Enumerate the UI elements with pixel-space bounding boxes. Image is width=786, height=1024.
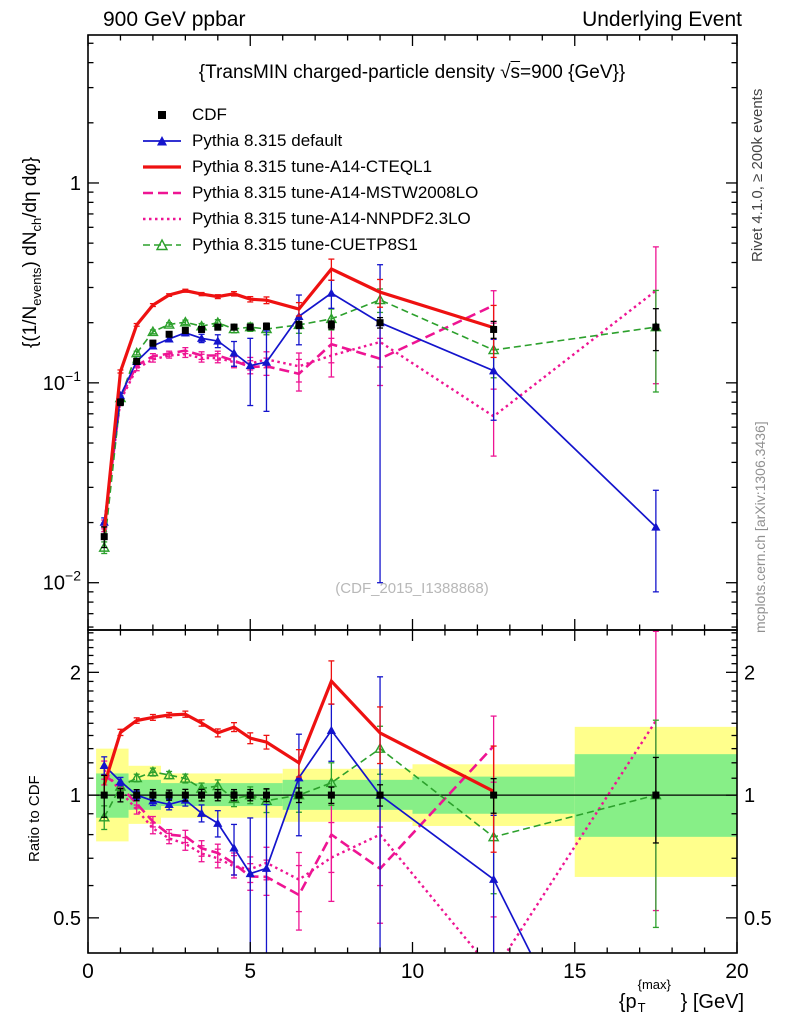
x-axis-label: {p {max} T } [GeV] — [618, 977, 744, 1015]
x-axis-label-part: } [GeV] — [680, 991, 744, 1013]
y-axis-label: {(1/Nevents) dNch/dη dφ} — [20, 157, 44, 348]
pythia-default-marker-icon — [143, 136, 181, 146]
a14-mstw2008lo-marker-icon — [143, 191, 181, 195]
legend-label: Pythia 8.315 tune-CUETP8S1 — [192, 235, 418, 254]
legend-label: Pythia 8.315 default — [192, 131, 343, 150]
cuetp8s1-marker-icon — [143, 238, 181, 251]
svg-text:1: 1 — [744, 785, 755, 807]
legend: CDF Pythia 8.315 default Pythia 8.315 tu… — [142, 102, 478, 258]
svg-text:20: 20 — [725, 960, 748, 983]
svg-text:2: 2 — [744, 662, 755, 684]
legend-item-a14-mstw2008lo: Pythia 8.315 tune-A14-MSTW2008LO — [142, 180, 478, 206]
svg-text:10: 10 — [401, 960, 424, 983]
y-axis-label-sub-ch: ch — [28, 217, 44, 232]
svg-text:0: 0 — [82, 960, 94, 983]
analysis-id-watermark: (CDF_2015_I1388868) — [335, 580, 489, 597]
a14-cteql1-marker-icon — [143, 165, 181, 169]
legend-label: Pythia 8.315 tune-A14-NNPDF2.3LO — [192, 209, 471, 228]
legend-item-cuetp8s1: Pythia 8.315 tune-CUETP8S1 — [142, 232, 478, 258]
ratio-axis-label: Ratio to CDF — [26, 775, 43, 862]
x-axis-label-sub: T — [637, 1000, 646, 1015]
rivet-version-label: Rivet 4.1.0, ≥ 200k events — [749, 88, 766, 262]
mcplots-credit-label: mcplots.cern.ch [arXiv:1306.3436] — [752, 421, 768, 633]
y-axis-label-sub-events: events — [28, 267, 44, 306]
y-axis-label-part: {(1/N — [20, 305, 41, 348]
plot-title-text: {TransMIN charged-particle density — [198, 62, 501, 83]
svg-text:0.5: 0.5 — [53, 908, 81, 930]
pt-max-scripts: {max} T — [637, 977, 681, 1015]
svg-text:1: 1 — [70, 173, 81, 195]
x-axis-label-sup: {max} — [637, 977, 671, 992]
svg-text:10−1: 10−1 — [43, 368, 81, 395]
svg-text:2: 2 — [70, 662, 81, 684]
legend-label: Pythia 8.315 tune-A14-CTEQL1 — [192, 157, 433, 176]
y-axis-label-part: /dη dφ} — [20, 156, 41, 218]
sqrt-s: s — [510, 62, 521, 83]
svg-text:10−2: 10−2 — [43, 568, 81, 595]
a14-nnpdf23lo-marker-icon — [143, 217, 181, 221]
svg-text:15: 15 — [563, 960, 586, 983]
y-axis-label-part: ) dN — [20, 231, 41, 268]
observable-group-label: Underlying Event — [582, 8, 742, 31]
svg-text:0.5: 0.5 — [744, 908, 772, 930]
plot-title: {TransMIN charged-particle density √s=90… — [199, 62, 625, 84]
legend-item-a14-nnpdf23lo: Pythia 8.315 tune-A14-NNPDF2.3LO — [142, 206, 478, 232]
legend-item-pythia-default: Pythia 8.315 default — [142, 128, 478, 154]
legend-label: CDF — [192, 105, 227, 124]
sqrt-symbol: √ — [500, 62, 511, 83]
plot-title-suffix: =900 {GeV}} — [520, 62, 626, 83]
x-axis-label-part: {p — [618, 991, 637, 1013]
beam-energy-label: 900 GeV ppbar — [103, 8, 246, 31]
svg-text:5: 5 — [244, 960, 256, 983]
cdf-marker-icon — [158, 111, 166, 119]
legend-item-a14-cteql1: Pythia 8.315 tune-A14-CTEQL1 — [142, 154, 478, 180]
legend-item-cdf: CDF — [142, 102, 478, 128]
svg-text:1: 1 — [70, 785, 81, 807]
legend-label: Pythia 8.315 tune-A14-MSTW2008LO — [192, 183, 479, 202]
